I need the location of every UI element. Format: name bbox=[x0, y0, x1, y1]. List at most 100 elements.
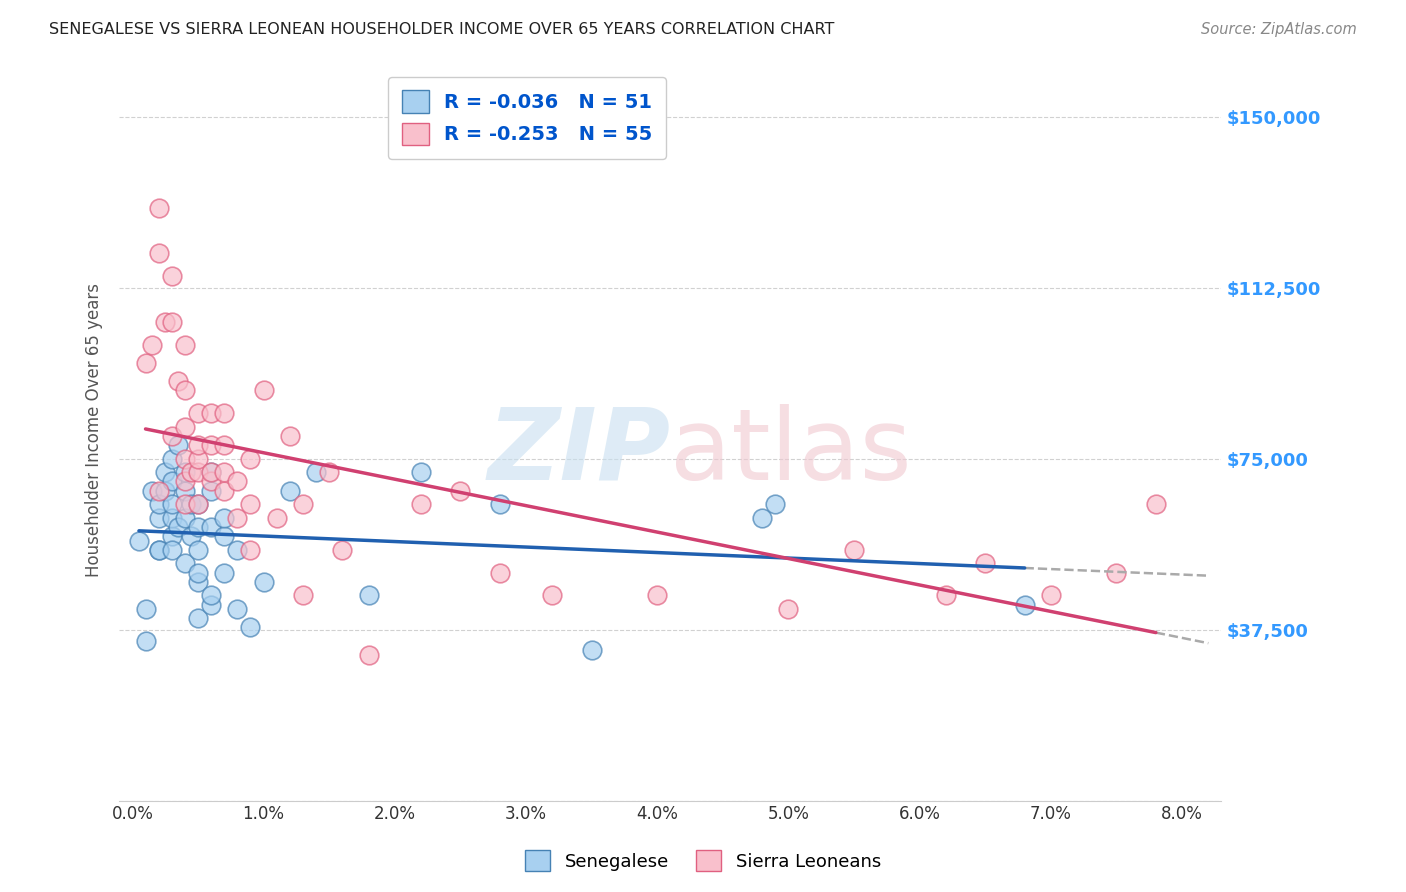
Point bbox=[187, 520, 209, 534]
Point bbox=[239, 620, 262, 634]
Point bbox=[226, 475, 249, 489]
Point bbox=[200, 483, 222, 498]
Point bbox=[778, 602, 800, 616]
Point bbox=[763, 497, 786, 511]
Point bbox=[1014, 598, 1036, 612]
Point bbox=[148, 201, 170, 215]
Point bbox=[488, 497, 510, 511]
Point bbox=[187, 566, 209, 580]
Point bbox=[200, 438, 222, 452]
Point bbox=[173, 557, 195, 571]
Point bbox=[187, 451, 209, 466]
Point bbox=[974, 557, 997, 571]
Point bbox=[134, 634, 156, 648]
Point bbox=[212, 438, 235, 452]
Point bbox=[160, 475, 183, 489]
Point bbox=[173, 451, 195, 466]
Point bbox=[239, 542, 262, 557]
Point bbox=[239, 497, 262, 511]
Point bbox=[1039, 589, 1062, 603]
Point bbox=[187, 611, 209, 625]
Point bbox=[173, 475, 195, 489]
Point bbox=[160, 497, 183, 511]
Point bbox=[173, 465, 195, 479]
Point bbox=[141, 483, 163, 498]
Point bbox=[128, 533, 150, 548]
Point bbox=[200, 465, 222, 479]
Point bbox=[842, 542, 865, 557]
Point bbox=[200, 475, 222, 489]
Point bbox=[187, 438, 209, 452]
Point bbox=[173, 497, 195, 511]
Point bbox=[212, 566, 235, 580]
Point bbox=[173, 511, 195, 525]
Point bbox=[278, 483, 301, 498]
Point bbox=[305, 465, 328, 479]
Point bbox=[488, 566, 510, 580]
Point bbox=[160, 529, 183, 543]
Point bbox=[173, 337, 195, 351]
Point bbox=[252, 574, 274, 589]
Point bbox=[751, 511, 773, 525]
Y-axis label: Householder Income Over 65 years: Householder Income Over 65 years bbox=[86, 283, 103, 577]
Point bbox=[173, 419, 195, 434]
Point bbox=[134, 356, 156, 370]
Point bbox=[167, 520, 190, 534]
Point bbox=[160, 451, 183, 466]
Point bbox=[1105, 566, 1128, 580]
Legend: R = -0.036   N = 51, R = -0.253   N = 55: R = -0.036 N = 51, R = -0.253 N = 55 bbox=[388, 77, 666, 159]
Point bbox=[160, 511, 183, 525]
Point bbox=[212, 511, 235, 525]
Point bbox=[187, 497, 209, 511]
Point bbox=[200, 406, 222, 420]
Point bbox=[180, 465, 202, 479]
Point bbox=[167, 438, 190, 452]
Point bbox=[212, 483, 235, 498]
Point bbox=[581, 643, 603, 657]
Point bbox=[134, 602, 156, 616]
Point bbox=[212, 529, 235, 543]
Point bbox=[226, 542, 249, 557]
Point bbox=[266, 511, 288, 525]
Text: SENEGALESE VS SIERRA LEONEAN HOUSEHOLDER INCOME OVER 65 YEARS CORRELATION CHART: SENEGALESE VS SIERRA LEONEAN HOUSEHOLDER… bbox=[49, 22, 835, 37]
Point bbox=[935, 589, 957, 603]
Point bbox=[200, 465, 222, 479]
Point bbox=[148, 542, 170, 557]
Point bbox=[449, 483, 471, 498]
Point bbox=[357, 589, 380, 603]
Point bbox=[160, 542, 183, 557]
Point bbox=[541, 589, 564, 603]
Point bbox=[180, 529, 202, 543]
Text: Source: ZipAtlas.com: Source: ZipAtlas.com bbox=[1201, 22, 1357, 37]
Point bbox=[141, 337, 163, 351]
Point bbox=[187, 406, 209, 420]
Point bbox=[160, 269, 183, 284]
Point bbox=[226, 602, 249, 616]
Point bbox=[239, 451, 262, 466]
Point bbox=[153, 465, 176, 479]
Point bbox=[148, 542, 170, 557]
Point bbox=[291, 497, 314, 511]
Point bbox=[200, 598, 222, 612]
Text: ZIP: ZIP bbox=[488, 404, 671, 500]
Point bbox=[330, 542, 353, 557]
Point bbox=[148, 497, 170, 511]
Point bbox=[252, 383, 274, 397]
Point bbox=[148, 483, 170, 498]
Point bbox=[148, 246, 170, 260]
Legend: Senegalese, Sierra Leoneans: Senegalese, Sierra Leoneans bbox=[517, 843, 889, 879]
Point bbox=[173, 483, 195, 498]
Point bbox=[187, 465, 209, 479]
Point bbox=[1144, 497, 1167, 511]
Point bbox=[226, 511, 249, 525]
Text: atlas: atlas bbox=[671, 404, 912, 500]
Point bbox=[167, 374, 190, 388]
Point bbox=[187, 542, 209, 557]
Point bbox=[212, 465, 235, 479]
Point bbox=[148, 511, 170, 525]
Point bbox=[291, 589, 314, 603]
Point bbox=[153, 483, 176, 498]
Point bbox=[153, 315, 176, 329]
Point bbox=[409, 497, 432, 511]
Point bbox=[200, 520, 222, 534]
